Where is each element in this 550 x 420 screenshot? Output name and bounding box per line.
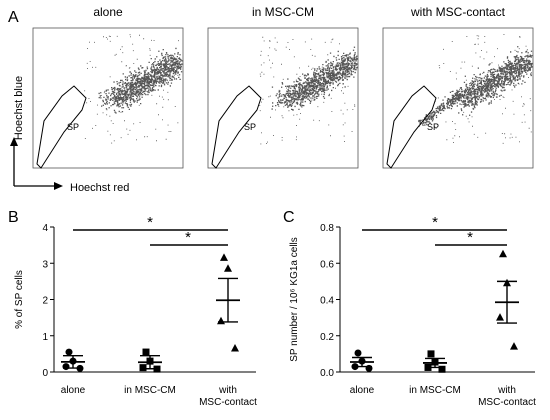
sig-star-b-1: *	[147, 214, 153, 231]
x-tick-label: alone	[61, 385, 86, 396]
data-point-triangle	[224, 264, 232, 272]
x-tick-label: MSC-contact	[199, 397, 257, 408]
data-point-triangle	[220, 253, 228, 261]
sp-gate-alone	[36, 85, 87, 169]
flow-event-dots	[418, 34, 533, 144]
x-tick-label: alone	[350, 385, 375, 396]
flow-cloud-msc-cm	[259, 36, 359, 145]
x-tick-label: with	[497, 385, 516, 396]
y-axis-label: SP number / 10⁶ KG1a cells	[289, 237, 300, 362]
data-point-square	[142, 348, 150, 356]
flow-event-dots	[259, 36, 359, 145]
plot-title-msc-contact: with MSC-contact	[410, 5, 506, 19]
panel-a-letter: A	[8, 9, 19, 26]
data-point-square	[431, 358, 439, 366]
y-tick-label: 3	[42, 259, 48, 270]
panel-b-letter: B	[8, 209, 19, 226]
panel-c-letter: C	[283, 209, 295, 226]
flow-event-dots	[84, 34, 184, 144]
sp-gate-msc-contact	[386, 85, 437, 169]
data-point-square	[153, 365, 161, 373]
sp-gate-label-msc-contact: SP	[427, 122, 439, 132]
data-point-triangle	[510, 342, 518, 350]
sp-gate-label-msc-cm: SP	[244, 122, 256, 132]
data-point-triangle	[231, 343, 239, 352]
sp-gate-label-alone: SP	[67, 122, 79, 132]
data-point-triangle	[503, 278, 511, 287]
plot-title-alone: alone	[93, 5, 123, 19]
data-point-circle	[69, 357, 77, 365]
flow-plot-frame-alone	[32, 27, 184, 169]
data-point-triangle	[496, 313, 504, 321]
plot-title-msc-cm: in MSC-CM	[252, 5, 314, 19]
sp-gate-msc-cm	[211, 85, 262, 169]
chart-sp-percentage: 0 1 2 3 4 % of SP cells alone in MSC-CM withMSC-…	[14, 223, 257, 408]
data-point-square	[424, 363, 432, 371]
flow-cloud-alone	[84, 34, 184, 144]
y-axis-label: % of SP cells	[14, 270, 25, 329]
flow-plot-frame-msc-cm	[207, 27, 359, 169]
data-point-circle	[65, 348, 73, 356]
y-tick-label: 1	[42, 332, 48, 343]
y-tick-label: 0.8	[320, 223, 334, 234]
y-tick-label: 4	[42, 223, 48, 234]
chart-sp-number: 0.0 0.2 0.4 0.6 0.8 SP number / 10⁶ KG1a cell…	[289, 223, 536, 408]
data-point-triangle	[499, 249, 507, 258]
y-tick-label: 0	[42, 368, 48, 379]
data-point-square	[438, 365, 446, 373]
data-point-square	[139, 364, 147, 372]
hoechst-red-label: Hoechst red	[70, 182, 129, 194]
x-tick-label: MSC-contact	[478, 397, 536, 408]
data-point-circle	[354, 349, 362, 357]
hoechst-blue-label: Hoechst blue	[13, 76, 25, 140]
x-tick-label: with	[218, 385, 237, 396]
data-point-circle	[351, 363, 359, 371]
y-tick-label: 0.2	[320, 332, 334, 343]
sig-star-c-2: *	[467, 229, 473, 246]
data-point-circle	[62, 363, 70, 371]
y-tick-label: 2	[42, 296, 48, 307]
data-point-circle	[76, 364, 84, 372]
data-point-square	[146, 357, 154, 365]
hoechst-red-arrowhead	[54, 182, 63, 190]
x-tick-label: in MSC-CM	[124, 385, 176, 396]
data-point-circle	[358, 357, 366, 365]
flow-cloud-msc-contact	[418, 34, 533, 144]
y-tick-label: 0.6	[320, 259, 334, 270]
data-point-square	[427, 350, 435, 358]
data-point-triangle	[217, 316, 225, 325]
y-tick-label: 0.0	[320, 368, 334, 379]
sig-star-b-2: *	[185, 229, 191, 246]
y-tick-label: 0.4	[320, 296, 334, 307]
sig-star-c-1: *	[432, 214, 438, 231]
data-point-circle	[365, 364, 373, 372]
hoechst-blue-arrowhead	[10, 137, 18, 146]
x-tick-label: in MSC-CM	[409, 385, 461, 396]
flow-plot-frame-msc-contact	[382, 27, 534, 169]
